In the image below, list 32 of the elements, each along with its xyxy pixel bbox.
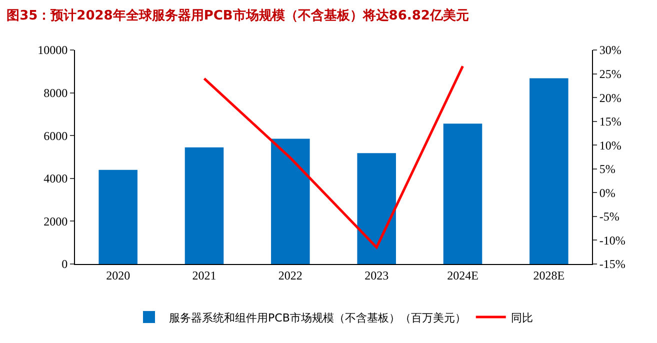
y-tick-label: 0: [62, 257, 68, 272]
legend-label: 同比: [510, 311, 533, 324]
bar: [184, 147, 224, 264]
x-tick-label: 2022: [278, 268, 302, 282]
y2-tick-label: 15%: [599, 114, 622, 129]
y-tick-label: 4000: [44, 172, 68, 186]
y2-tick-label: 10%: [599, 138, 622, 152]
bar: [357, 153, 396, 264]
bar: [530, 78, 568, 264]
y2-tick-label: -15%: [599, 257, 626, 272]
line-series: [203, 64, 464, 249]
x-tick-label: 2021: [192, 268, 216, 282]
bar: [443, 124, 482, 264]
x-tick-label: 2024E: [447, 268, 478, 282]
bar: [98, 170, 138, 264]
x-tick-label: 2023: [364, 268, 389, 282]
chart-title: 图35：预计2028年全球服务器用PCB市场规模（不含基板）将达86.82亿美元: [6, 7, 469, 24]
y2-tick-label: 25%: [599, 66, 622, 81]
x-tick-label: 2020: [106, 268, 130, 282]
y2-tick-label: 20%: [599, 90, 622, 105]
y2-tick-label: -10%: [599, 233, 626, 248]
y-tick-label: 2000: [44, 214, 68, 228]
legend-label: 服务器系统和组件用PCB市场规模（不含基板）（百万美元）: [169, 311, 466, 324]
y-tick-label: 10000: [38, 43, 68, 58]
y-tick-label: 6000: [44, 128, 68, 143]
y2-tick-label: -5%: [599, 210, 620, 224]
y2-tick-label: 5%: [599, 162, 616, 176]
y2-tick-label: 30%: [599, 43, 622, 58]
y-tick-label: 8000: [44, 86, 68, 100]
x-tick-label: 2028E: [533, 268, 565, 282]
y2-tick-label: 0%: [599, 186, 616, 200]
bar: [271, 138, 310, 264]
